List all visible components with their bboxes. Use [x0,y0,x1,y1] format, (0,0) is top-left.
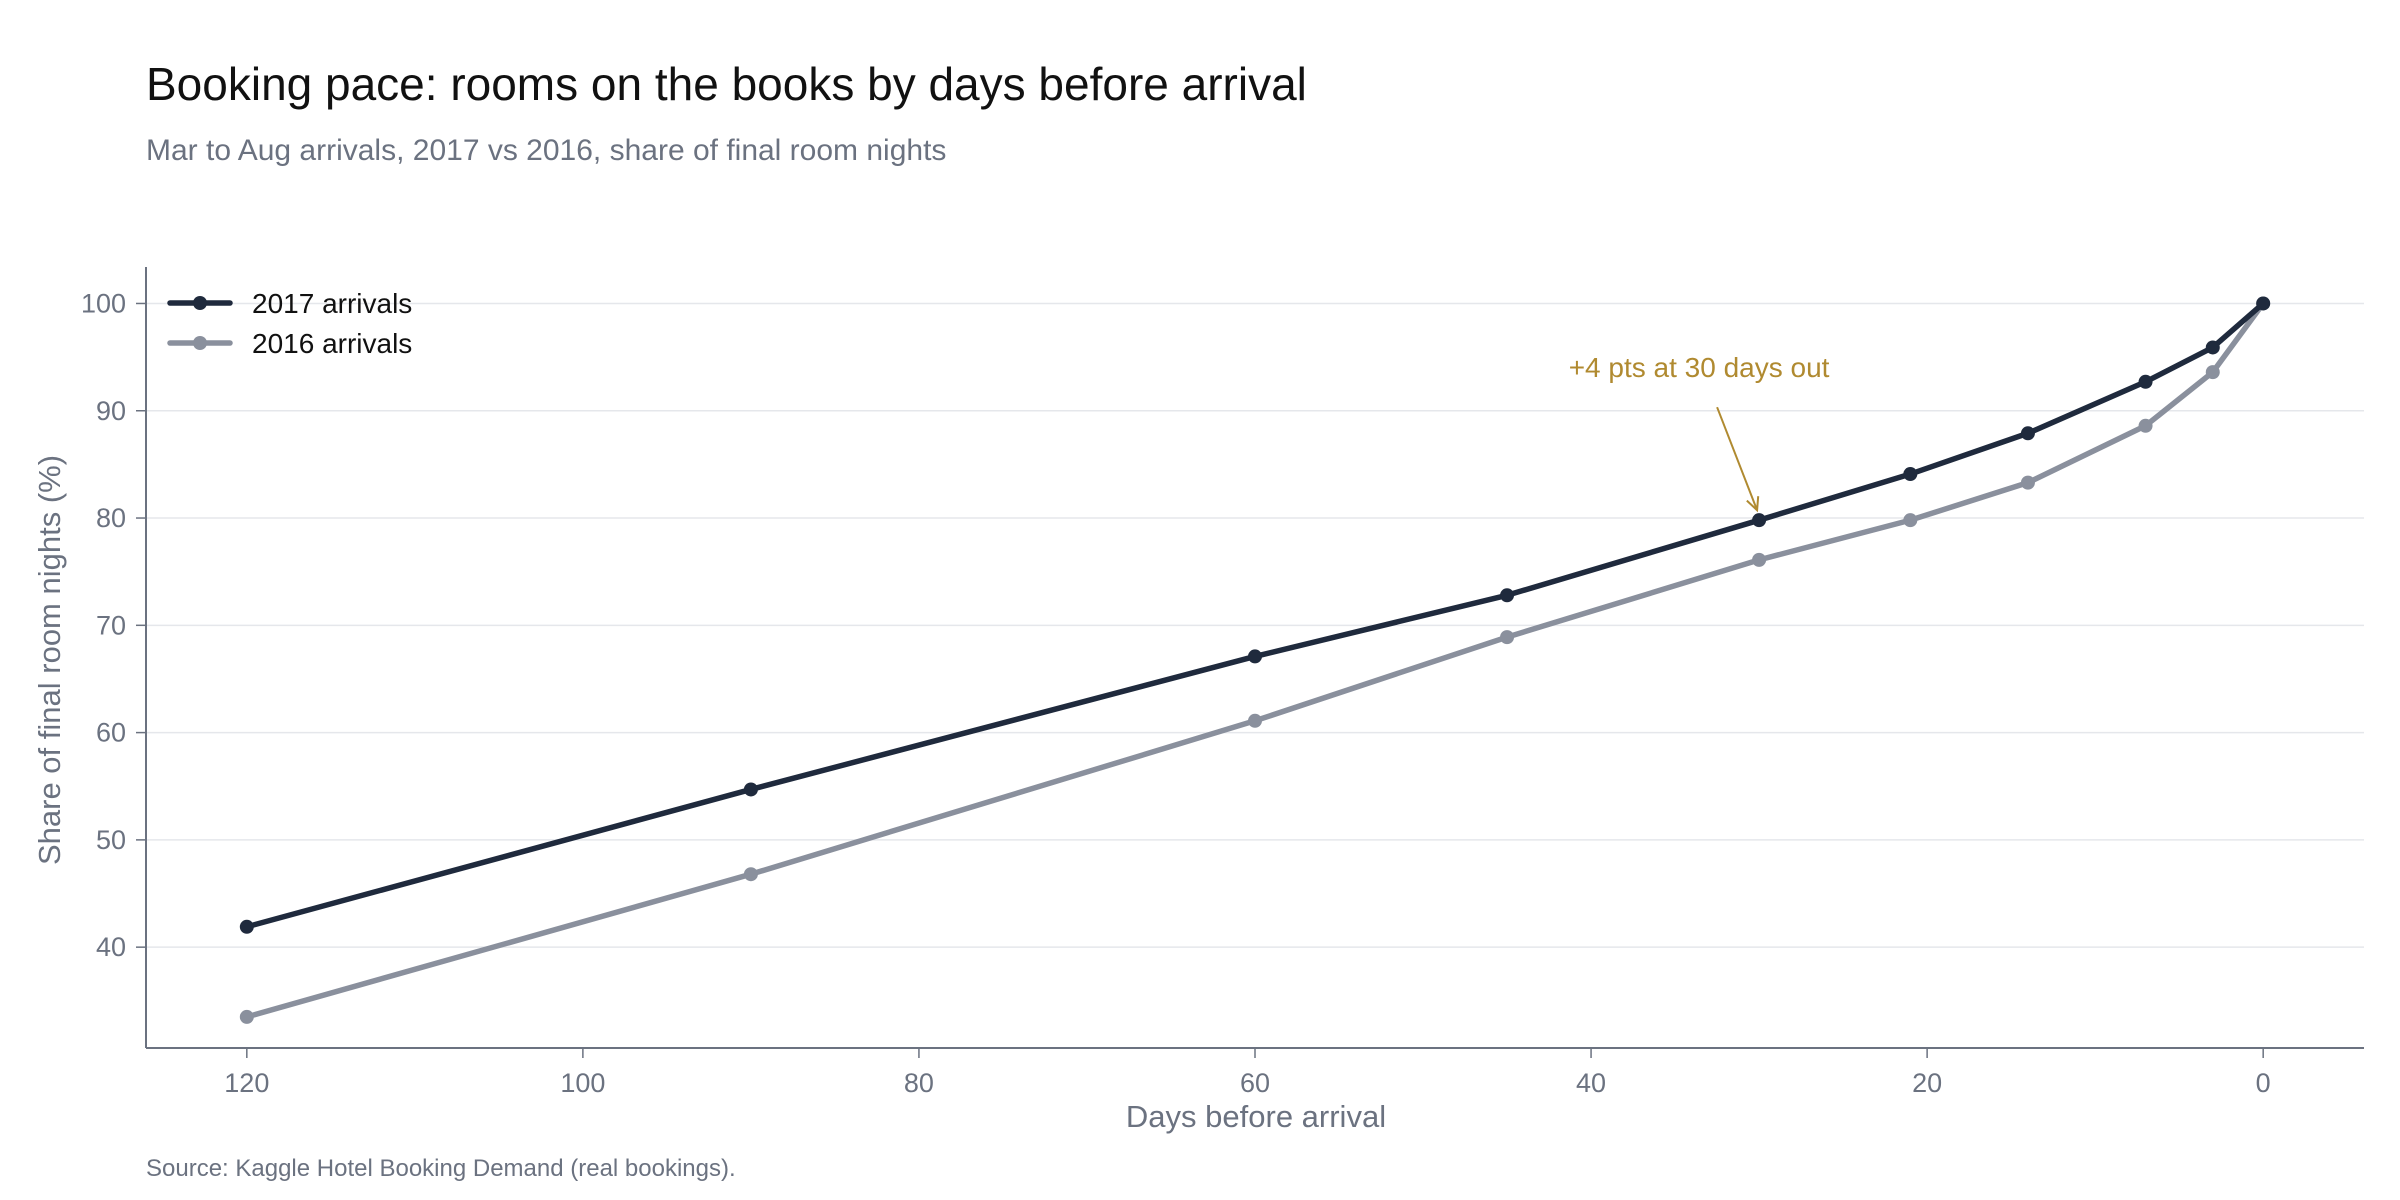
x-tick-label: 20 [1912,1068,1942,1098]
x-axis-label: Days before arrival [1126,1099,1386,1134]
y-tick-label: 90 [96,396,126,426]
axes: 40 50 60 70 80 90 100 120 100 80 60 40 20 0 [81,267,2364,1098]
data-point [1752,552,1767,567]
data-point [2138,374,2153,389]
chart-title: Booking pace: rooms on the books by days… [146,58,1307,110]
data-point [2138,418,2153,433]
data-point [1903,467,1918,482]
x-tick-label: 120 [224,1068,269,1098]
y-axis-label: Share of final room nights (%) [32,455,67,865]
source-note: Source: Kaggle Hotel Booking Demand (rea… [146,1155,736,1182]
data-point [1500,588,1515,603]
data-point [1903,513,1918,528]
data-point [2205,365,2220,380]
data-point [2020,475,2035,490]
annotation-arrowhead [1746,496,1760,513]
legend-swatch-marker [193,296,207,310]
data-point [239,919,254,934]
legend: 2017 arrivals 2016 arrivals [167,288,412,359]
x-tick-label: 0 [2256,1068,2271,1098]
data-point [1500,630,1515,645]
y-tick-label: 40 [96,932,126,962]
legend-swatch-marker [193,336,207,350]
y-tick-label: 60 [96,718,126,748]
legend-label: 2017 arrivals [252,288,412,319]
series-lines [239,296,2271,1024]
data-point [743,782,758,797]
series-line-1 [244,300,2266,1020]
y-tick-label: 80 [96,503,126,533]
y-tick-label: 70 [96,610,126,640]
annotation-text: +4 pts at 30 days out [1569,352,1830,383]
x-tick-label: 100 [560,1068,605,1098]
data-point [2205,340,2220,355]
data-point [743,867,758,882]
data-point [1752,513,1767,528]
x-tick-label: 80 [904,1068,934,1098]
y-tick-label: 50 [96,825,126,855]
y-tick-label: 100 [81,288,126,318]
gridlines [146,302,2364,948]
annotation-arrow [1716,406,1759,511]
series-line-0 [244,300,2266,930]
data-point [1248,713,1262,728]
data-point [1248,649,1262,664]
data-point [2020,426,2035,441]
data-point [239,1009,254,1024]
x-tick-label: 60 [1240,1068,1270,1098]
chart-subtitle: Mar to Aug arrivals, 2017 vs 2016, share… [146,134,946,167]
x-tick-label: 40 [1576,1068,1606,1098]
annotations: +4 pts at 30 days out [1569,352,1830,513]
data-point [2256,296,2271,311]
legend-label: 2016 arrivals [252,328,412,359]
